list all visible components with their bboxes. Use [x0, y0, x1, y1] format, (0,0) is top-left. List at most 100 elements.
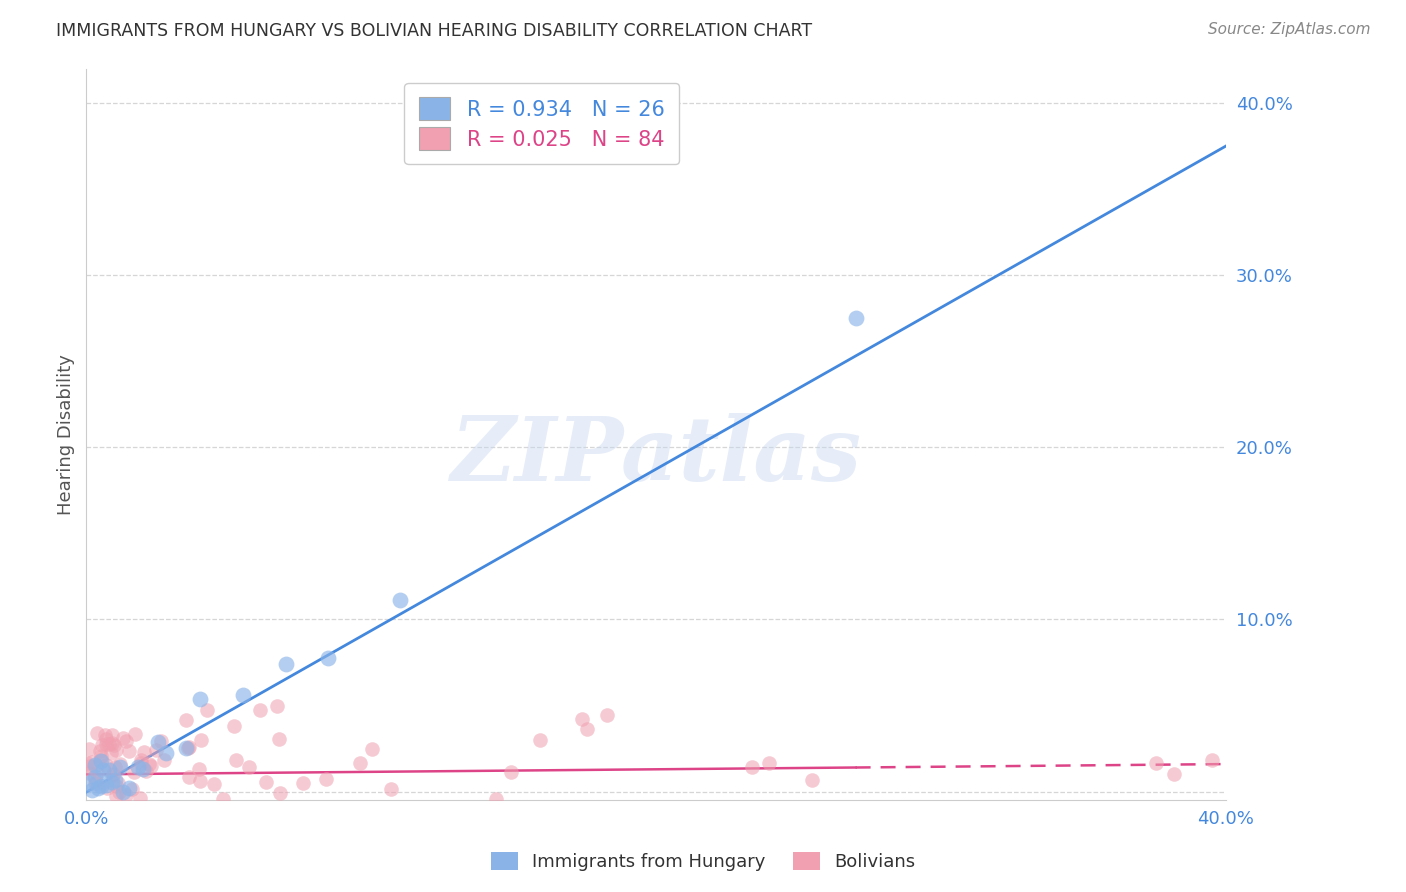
- Point: [94, 728, 117, 742]
- Point: [211, 792, 233, 806]
- Point: [174, 713, 197, 727]
- Point: [758, 756, 780, 770]
- Point: [96, 781, 118, 796]
- Point: [129, 790, 152, 805]
- Point: [153, 753, 176, 767]
- Point: [96, 779, 118, 793]
- Point: [256, 774, 278, 789]
- Point: [499, 764, 522, 779]
- Point: [90, 748, 112, 763]
- Point: [94, 731, 117, 746]
- Point: [1163, 767, 1185, 781]
- Point: [80, 783, 103, 797]
- Point: [118, 781, 141, 796]
- Point: [132, 763, 155, 777]
- Point: [117, 744, 139, 758]
- Y-axis label: Hearing Disability: Hearing Disability: [58, 354, 75, 515]
- Point: [249, 703, 271, 717]
- Point: [76, 756, 98, 771]
- Point: [121, 782, 143, 797]
- Point: [98, 763, 121, 777]
- Point: [127, 760, 149, 774]
- Point: [575, 722, 598, 736]
- Point: [98, 737, 121, 751]
- Point: [269, 786, 291, 800]
- Point: [132, 745, 155, 759]
- Point: [188, 774, 211, 789]
- Text: IMMIGRANTS FROM HUNGARY VS BOLIVIAN HEARING DISABILITY CORRELATION CHART: IMMIGRANTS FROM HUNGARY VS BOLIVIAN HEAR…: [56, 22, 813, 40]
- Point: [83, 770, 105, 784]
- Point: [529, 733, 551, 747]
- Legend: R = 0.934   N = 26, R = 0.025   N = 84: R = 0.934 N = 26, R = 0.025 N = 84: [405, 83, 679, 164]
- Point: [146, 735, 169, 749]
- Point: [101, 728, 124, 742]
- Point: [108, 784, 131, 798]
- Point: [135, 764, 157, 778]
- Point: [232, 688, 254, 702]
- Point: [86, 766, 108, 780]
- Point: [84, 774, 107, 789]
- Point: [801, 773, 824, 788]
- Point: [149, 734, 172, 748]
- Point: [77, 776, 100, 790]
- Point: [174, 740, 197, 755]
- Point: [188, 692, 211, 706]
- Point: [596, 707, 619, 722]
- Point: [139, 759, 162, 773]
- Point: [100, 747, 122, 761]
- Point: [129, 756, 152, 770]
- Point: [86, 726, 108, 740]
- Point: [155, 747, 177, 761]
- Point: [111, 731, 134, 746]
- Point: [104, 772, 127, 787]
- Point: [105, 789, 128, 804]
- Point: [103, 738, 125, 752]
- Point: [274, 657, 297, 672]
- Point: [79, 759, 101, 773]
- Point: [107, 776, 129, 790]
- Point: [267, 731, 290, 746]
- Point: [96, 757, 118, 772]
- Point: [86, 780, 108, 795]
- Point: [103, 766, 125, 780]
- Point: [89, 753, 111, 767]
- Point: [124, 727, 146, 741]
- Point: [101, 768, 124, 782]
- Point: [129, 753, 152, 767]
- Point: [91, 738, 114, 752]
- Point: [315, 772, 337, 787]
- Point: [115, 788, 138, 802]
- Point: [83, 758, 105, 772]
- Text: Source: ZipAtlas.com: Source: ZipAtlas.com: [1208, 22, 1371, 37]
- Point: [104, 742, 127, 756]
- Point: [101, 736, 124, 750]
- Point: [1201, 753, 1223, 767]
- Point: [380, 781, 402, 796]
- Point: [104, 759, 127, 773]
- Point: [187, 762, 209, 776]
- Text: ZIPatlas: ZIPatlas: [451, 413, 862, 500]
- Point: [79, 742, 101, 756]
- Point: [1144, 756, 1167, 770]
- Point: [110, 759, 132, 773]
- Point: [177, 771, 200, 785]
- Point: [90, 779, 112, 793]
- Point: [89, 744, 111, 758]
- Point: [122, 765, 145, 780]
- Point: [349, 756, 371, 771]
- Point: [105, 779, 128, 793]
- Point: [110, 756, 132, 771]
- Point: [204, 777, 226, 791]
- Point: [845, 311, 868, 326]
- Point: [318, 650, 340, 665]
- Point: [195, 703, 218, 717]
- Point: [741, 760, 763, 774]
- Point: [114, 734, 136, 748]
- Point: [94, 737, 117, 751]
- Point: [361, 742, 384, 756]
- Point: [83, 776, 105, 790]
- Point: [77, 766, 100, 780]
- Point: [238, 759, 260, 773]
- Point: [571, 712, 593, 726]
- Point: [112, 784, 135, 798]
